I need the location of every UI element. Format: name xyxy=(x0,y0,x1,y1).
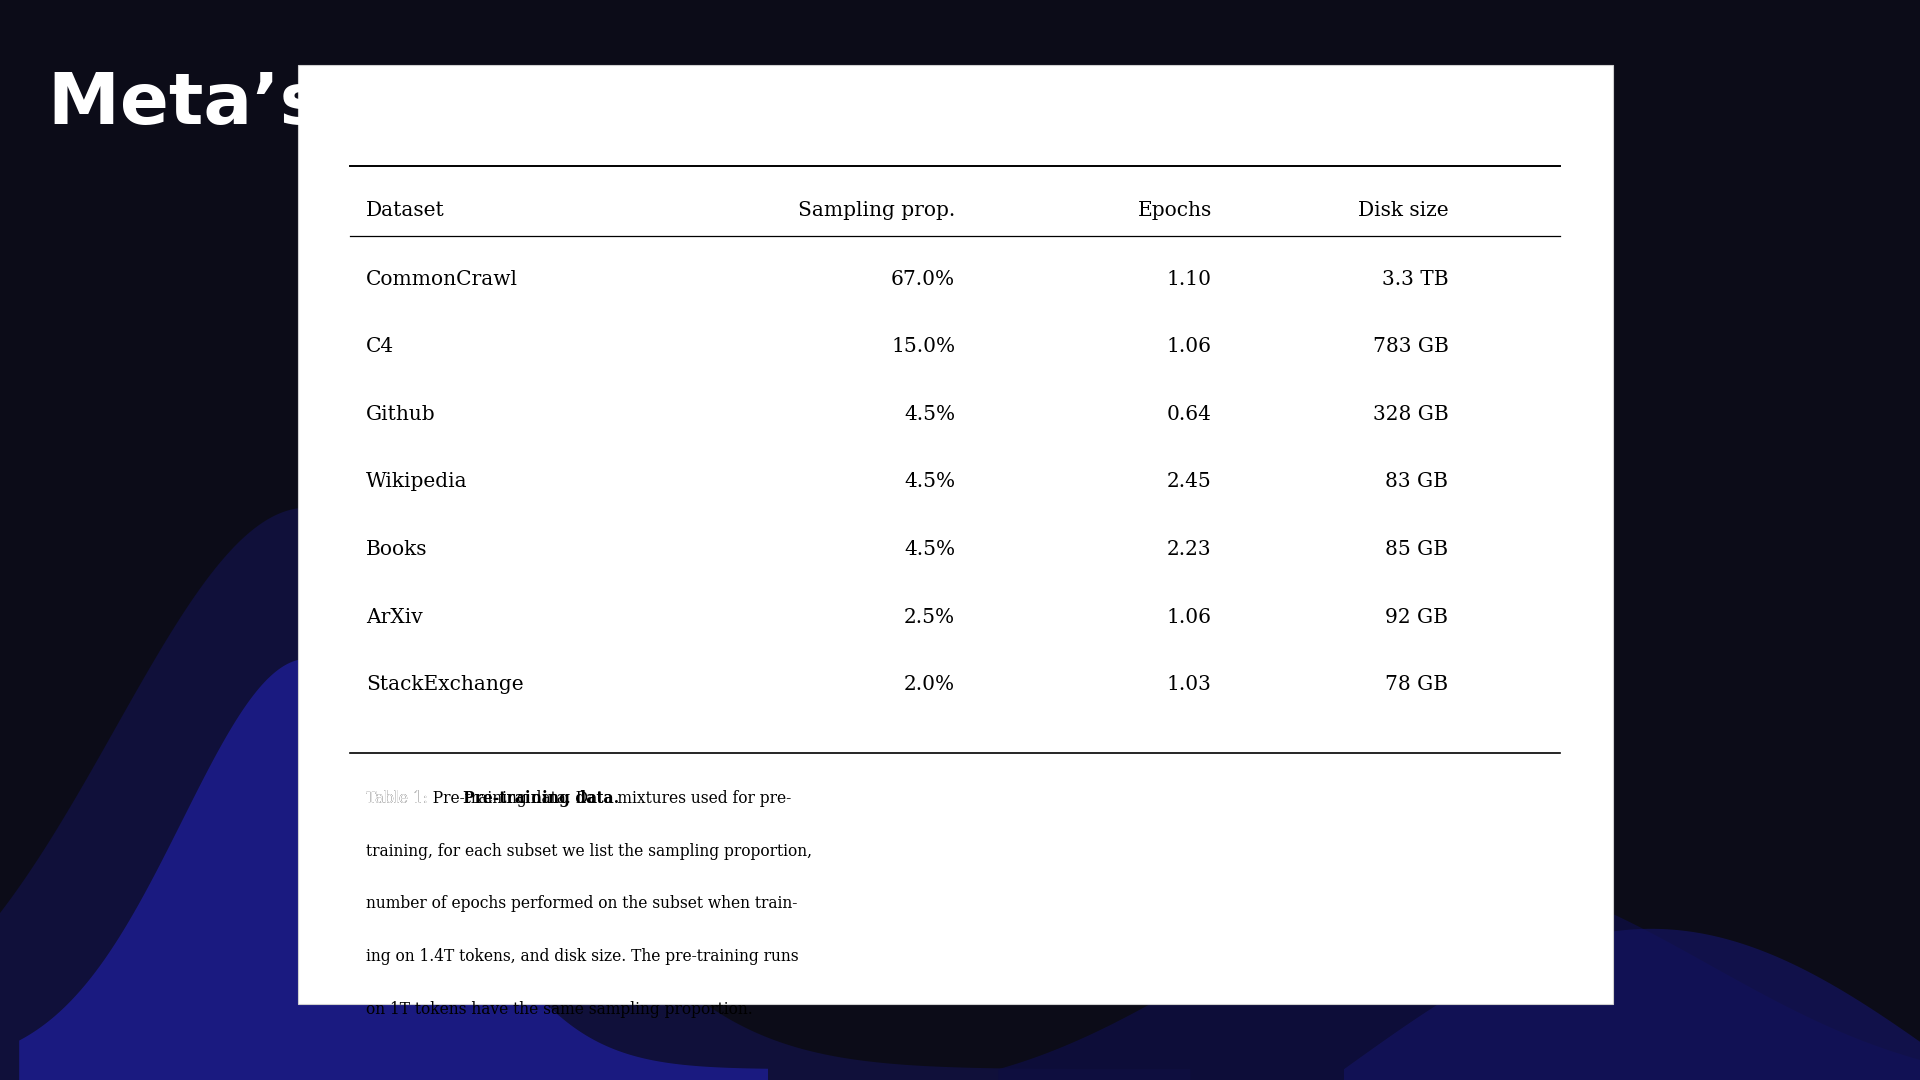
Text: training, for each subset we list the sampling proportion,: training, for each subset we list the sa… xyxy=(367,842,812,860)
Text: 2.5%: 2.5% xyxy=(904,608,956,626)
Text: 4.5%: 4.5% xyxy=(904,472,956,491)
Text: Github: Github xyxy=(367,405,436,423)
Text: 2.0%: 2.0% xyxy=(904,675,956,694)
Text: number of epochs performed on the subset when train-: number of epochs performed on the subset… xyxy=(367,895,797,913)
Text: 2.45: 2.45 xyxy=(1167,472,1212,491)
Text: CommonCrawl: CommonCrawl xyxy=(367,270,518,288)
Text: 1.03: 1.03 xyxy=(1167,675,1212,694)
Polygon shape xyxy=(1344,929,1920,1080)
Text: ing on 1.4T tokens, and disk size. The pre-training runs: ing on 1.4T tokens, and disk size. The p… xyxy=(367,948,799,966)
Text: 4.5%: 4.5% xyxy=(904,405,956,423)
Polygon shape xyxy=(0,508,1190,1080)
FancyBboxPatch shape xyxy=(298,65,1613,1004)
Text: Pre-training data.: Pre-training data. xyxy=(463,791,620,807)
Text: C4: C4 xyxy=(367,337,394,356)
Text: 1.06: 1.06 xyxy=(1167,608,1212,626)
Text: Meta’s LLaMA: Meta’s LLaMA xyxy=(48,70,616,139)
Text: 3.3 TB: 3.3 TB xyxy=(1382,270,1448,288)
Text: Books: Books xyxy=(367,540,428,559)
Polygon shape xyxy=(998,876,1920,1080)
Text: Wikipedia: Wikipedia xyxy=(367,472,468,491)
Text: Sampling prop.: Sampling prop. xyxy=(799,201,956,220)
Text: Epochs: Epochs xyxy=(1137,201,1212,220)
Text: 85 GB: 85 GB xyxy=(1384,540,1448,559)
Text: StackExchange: StackExchange xyxy=(367,675,524,694)
Text: 83 GB: 83 GB xyxy=(1386,472,1448,491)
Text: on 1T tokens have the same sampling proportion.: on 1T tokens have the same sampling prop… xyxy=(367,1001,753,1017)
Text: Table 1:: Table 1: xyxy=(367,791,432,807)
Text: 0.64: 0.64 xyxy=(1167,405,1212,423)
Text: 1.10: 1.10 xyxy=(1167,270,1212,288)
Text: ArXiv: ArXiv xyxy=(367,608,422,626)
Text: 4.5%: 4.5% xyxy=(904,540,956,559)
Text: 67.0%: 67.0% xyxy=(891,270,956,288)
Text: 92 GB: 92 GB xyxy=(1386,608,1448,626)
Text: Table 1: Pre-training data. Data mixtures used for pre-: Table 1: Pre-training data. Data mixture… xyxy=(367,791,791,807)
Polygon shape xyxy=(19,659,768,1080)
Text: 78 GB: 78 GB xyxy=(1384,675,1448,694)
Text: Disk size: Disk size xyxy=(1357,201,1448,220)
Text: 2.23: 2.23 xyxy=(1167,540,1212,559)
Text: Dataset: Dataset xyxy=(367,201,445,220)
Text: 328 GB: 328 GB xyxy=(1373,405,1448,423)
Text: 1.06: 1.06 xyxy=(1167,337,1212,356)
Text: 15.0%: 15.0% xyxy=(891,337,956,356)
Text: 783 GB: 783 GB xyxy=(1373,337,1448,356)
